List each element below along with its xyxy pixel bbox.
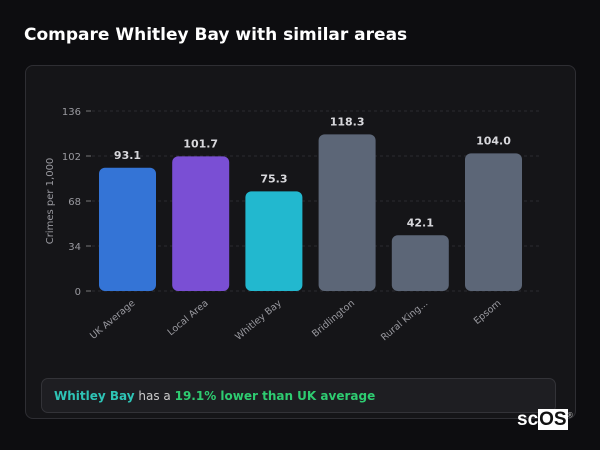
y-tick-label: 34 bbox=[68, 242, 81, 253]
logo: scOS® bbox=[517, 409, 573, 430]
summary-text: has a bbox=[134, 389, 175, 403]
x-tick-label: Bridlington bbox=[310, 298, 357, 340]
summary-area: Whitley Bay bbox=[54, 389, 135, 403]
bar-value-label: 42.1 bbox=[407, 216, 434, 229]
bar-2 bbox=[245, 191, 303, 291]
y-tick-label: 136 bbox=[62, 107, 81, 118]
summary-box: Whitley Bay has a 19.1% lower than UK av… bbox=[41, 378, 556, 413]
bar-value-label: 93.1 bbox=[114, 149, 141, 162]
x-tick-label: UK Average bbox=[88, 298, 137, 342]
bar-1 bbox=[172, 156, 230, 291]
bar-value-label: 101.7 bbox=[183, 137, 218, 150]
y-tick-label: 68 bbox=[68, 197, 81, 208]
y-tick-label: 0 bbox=[75, 287, 81, 298]
bar-value-label: 104.0 bbox=[476, 134, 511, 147]
y-axis-label: Crimes per 1,000 bbox=[45, 158, 56, 245]
page-title: Compare Whitley Bay with similar areas bbox=[24, 25, 408, 45]
bar-0 bbox=[99, 167, 156, 291]
x-tick-label: Whitley Bay bbox=[233, 298, 284, 343]
bar-3 bbox=[318, 134, 376, 291]
x-tick-label: Local Area bbox=[166, 298, 211, 338]
bar-value-label: 75.3 bbox=[260, 172, 287, 185]
y-tick-label: 102 bbox=[62, 152, 81, 163]
bar-4 bbox=[391, 235, 449, 291]
x-tick-label: Epsom bbox=[472, 298, 504, 327]
bar-5 bbox=[465, 153, 522, 291]
bar-value-label: 118.3 bbox=[330, 115, 365, 128]
x-tick-label: Rural King... bbox=[379, 298, 430, 343]
summary-highlight: 19.1% lower than UK average bbox=[174, 389, 376, 403]
